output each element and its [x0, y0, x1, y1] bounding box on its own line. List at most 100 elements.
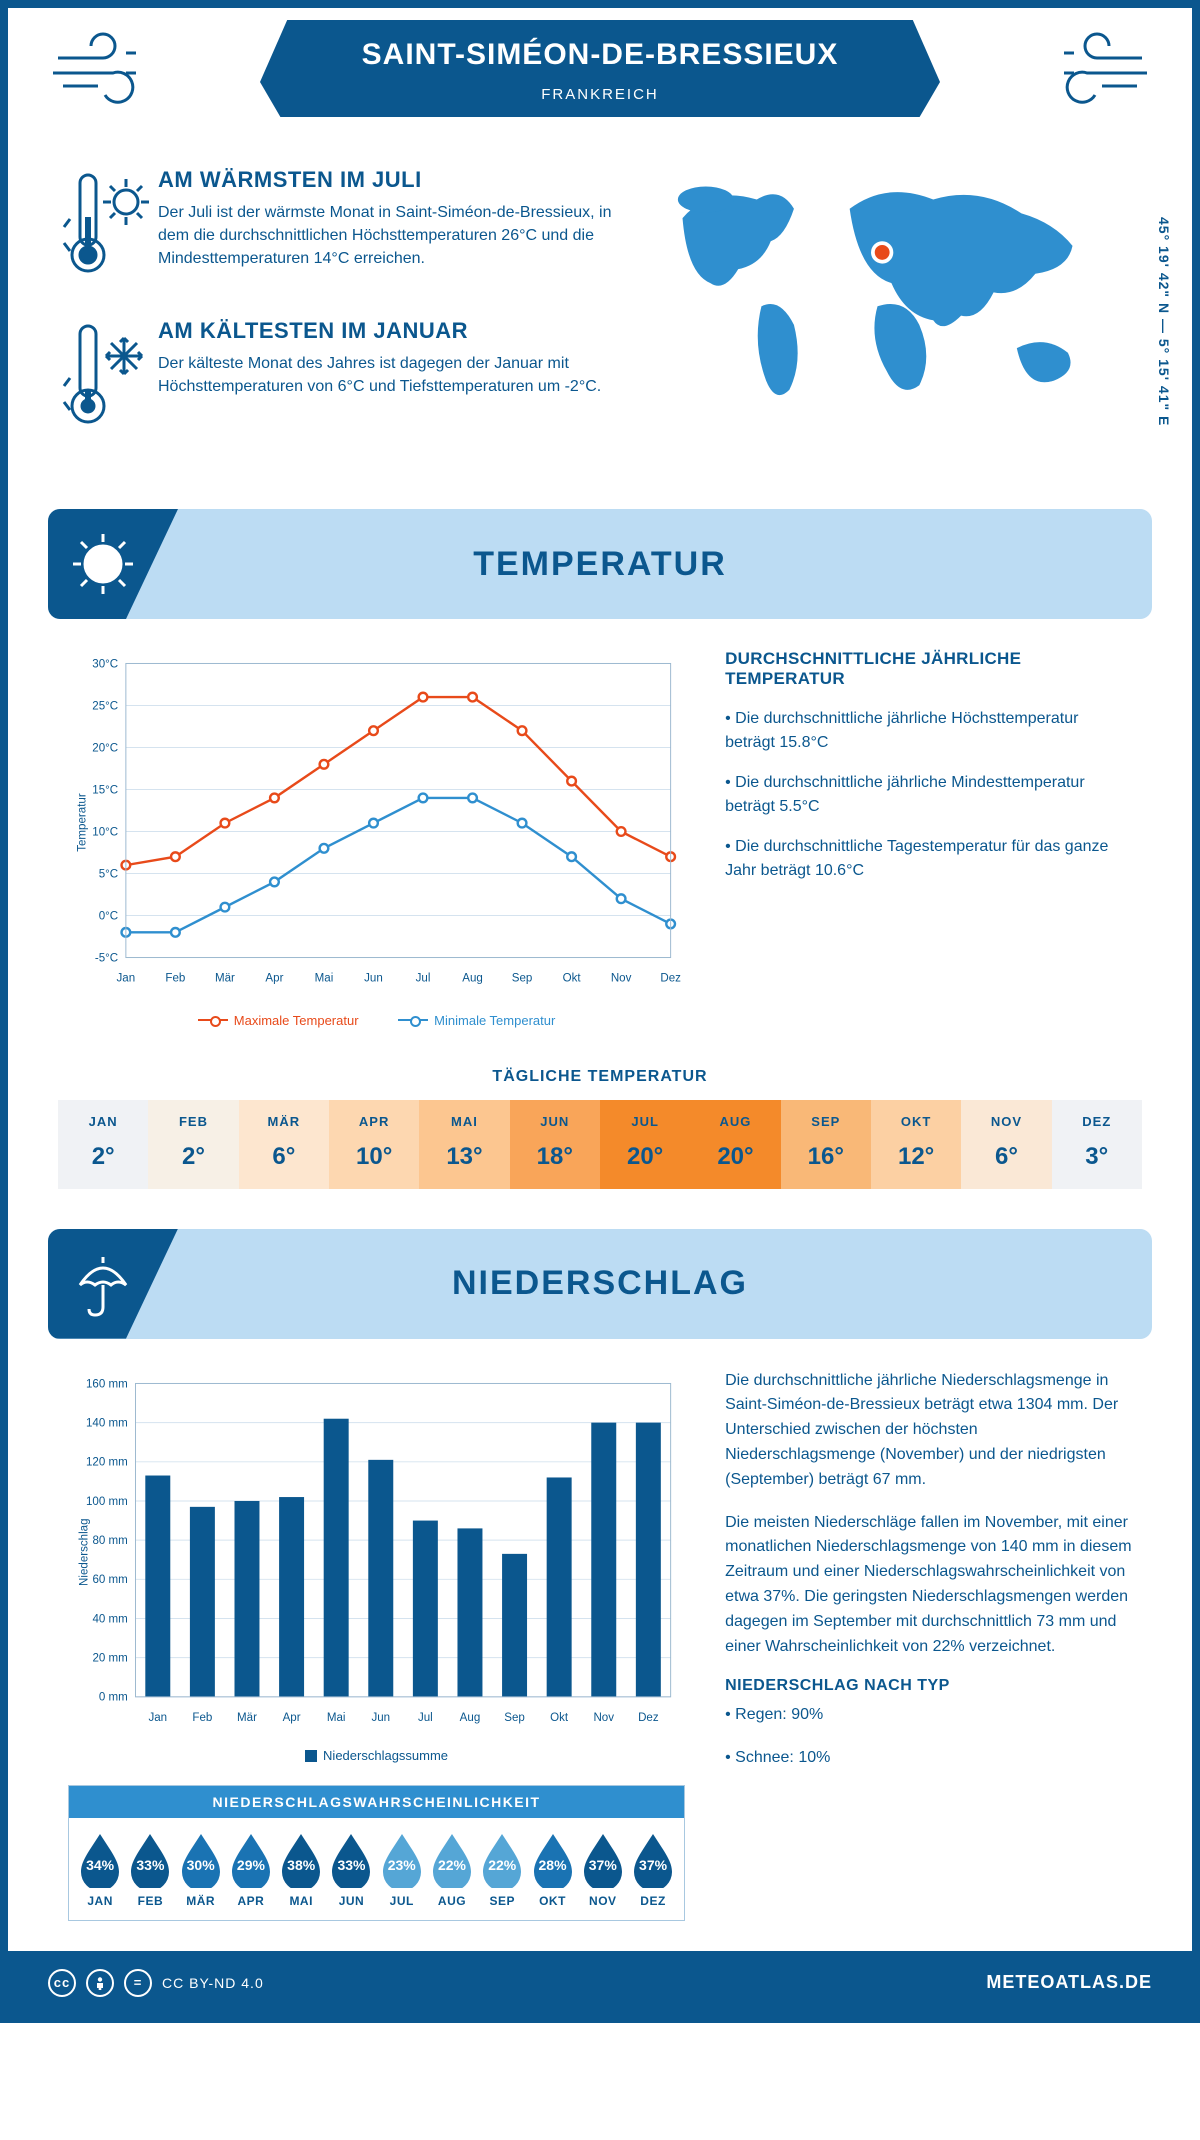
- svg-text:25°C: 25°C: [92, 700, 118, 712]
- daily-cell: NOV6°: [961, 1100, 1051, 1189]
- facts-row: AM WÄRMSTEN IM JULI Der Juli ist der wär…: [8, 157, 1192, 499]
- thermometer-snow-icon: [58, 318, 158, 443]
- svg-text:Okt: Okt: [550, 1712, 569, 1724]
- svg-text:15°C: 15°C: [92, 784, 118, 796]
- prob-cell: 22%AUG: [427, 1832, 477, 1908]
- svg-text:5°C: 5°C: [99, 868, 118, 880]
- wind-icon: [1032, 28, 1152, 113]
- temp-legend: Maximale Temperatur Minimale Temperatur: [68, 1009, 685, 1028]
- svg-text:140 mm: 140 mm: [86, 1417, 128, 1429]
- svg-text:Nov: Nov: [611, 973, 632, 985]
- legend-max: Maximale Temperatur: [234, 1013, 359, 1028]
- daily-cell: OKT12°: [871, 1100, 961, 1189]
- nd-icon: =: [124, 1969, 152, 1997]
- precip-chart: 0 mm20 mm40 mm60 mm80 mm100 mm120 mm140 …: [68, 1369, 685, 1740]
- svg-text:Feb: Feb: [165, 973, 185, 985]
- fact-warm-title: AM WÄRMSTEN IM JULI: [158, 167, 622, 193]
- svg-text:Niederschlag: Niederschlag: [78, 1518, 90, 1585]
- daily-cell: APR10°: [329, 1100, 419, 1189]
- section-title-precip: NIEDERSCHLAG: [452, 1264, 748, 1303]
- precip-type-title: NIEDERSCHLAG NACH TYP: [725, 1677, 1132, 1695]
- daily-cell: MÄR6°: [239, 1100, 329, 1189]
- svg-text:Jan: Jan: [117, 973, 136, 985]
- svg-text:10°C: 10°C: [92, 826, 118, 838]
- svg-text:120 mm: 120 mm: [86, 1456, 128, 1468]
- temp-stat-1: • Die durchschnittliche jährliche Höchst…: [725, 707, 1132, 755]
- daily-title: TÄGLICHE TEMPERATUR: [8, 1068, 1192, 1086]
- svg-text:40 mm: 40 mm: [92, 1613, 127, 1625]
- prob-cell: 23%JUL: [377, 1832, 427, 1908]
- license-block: cc = CC BY-ND 4.0: [48, 1969, 264, 1997]
- svg-text:Temperatur: Temperatur: [76, 793, 88, 852]
- prob-cell: 22%SEP: [477, 1832, 527, 1908]
- wind-icon: [48, 28, 168, 113]
- svg-text:Sep: Sep: [504, 1712, 525, 1724]
- fact-warmest: AM WÄRMSTEN IM JULI Der Juli ist der wär…: [58, 167, 622, 292]
- temp-stat-2: • Die durchschnittliche jährliche Mindes…: [725, 771, 1132, 819]
- prob-cell: 34%JAN: [75, 1832, 125, 1908]
- svg-text:Mär: Mär: [237, 1712, 257, 1724]
- precip-legend: Niederschlagssumme: [68, 1748, 685, 1765]
- precip-type-1: • Regen: 90%: [725, 1703, 1132, 1728]
- umbrella-icon: [48, 1229, 178, 1339]
- precip-para-2: Die meisten Niederschläge fallen im Nove…: [725, 1511, 1132, 1660]
- svg-text:Jun: Jun: [371, 1712, 390, 1724]
- fact-coldest: AM KÄLTESTEN IM JANUAR Der kälteste Mona…: [58, 318, 622, 443]
- svg-text:Jan: Jan: [148, 1712, 167, 1724]
- daily-cell: JUL20°: [600, 1100, 690, 1189]
- daily-cell: FEB2°: [148, 1100, 238, 1189]
- thermometer-sun-icon: [58, 167, 158, 292]
- section-banner-temperature: TEMPERATUR: [48, 509, 1152, 619]
- legend-min: Minimale Temperatur: [434, 1013, 555, 1028]
- svg-text:160 mm: 160 mm: [86, 1378, 128, 1390]
- precip-type-2: • Schnee: 10%: [725, 1746, 1132, 1771]
- temp-stats-title: DURCHSCHNITTLICHE JÄHRLICHE TEMPERATUR: [725, 649, 1132, 689]
- page-title: SAINT-SIMÉON-DE-BRESSIEUX: [270, 38, 930, 72]
- svg-text:Mai: Mai: [327, 1712, 346, 1724]
- prob-title: NIEDERSCHLAGSWAHRSCHEINLICHKEIT: [69, 1786, 684, 1818]
- precip-probability-box: NIEDERSCHLAGSWAHRSCHEINLICHKEIT 34%JAN 3…: [68, 1785, 685, 1921]
- svg-text:20°C: 20°C: [92, 742, 118, 754]
- fact-warm-text: Der Juli ist der wärmste Monat in Saint-…: [158, 201, 622, 271]
- coordinates: 45° 19' 42" N — 5° 15' 41" E: [1156, 217, 1172, 426]
- daily-cell: MAI13°: [419, 1100, 509, 1189]
- svg-text:Apr: Apr: [265, 973, 283, 985]
- svg-text:30°C: 30°C: [92, 658, 118, 670]
- svg-text:0 mm: 0 mm: [99, 1691, 128, 1703]
- daily-cell: JAN2°: [58, 1100, 148, 1189]
- section-title-temp: TEMPERATUR: [473, 545, 727, 584]
- world-map: [622, 167, 1142, 427]
- svg-text:60 mm: 60 mm: [92, 1574, 127, 1586]
- svg-text:Okt: Okt: [563, 973, 582, 985]
- svg-text:0°C: 0°C: [99, 910, 118, 922]
- cc-icon: cc: [48, 1969, 76, 1997]
- prob-cell: 37%NOV: [578, 1832, 628, 1908]
- svg-text:Jun: Jun: [364, 973, 383, 985]
- prob-cell: 28%OKT: [527, 1832, 577, 1908]
- legend-precip: Niederschlagssumme: [323, 1748, 448, 1763]
- prob-cell: 33%FEB: [125, 1832, 175, 1908]
- svg-text:80 mm: 80 mm: [92, 1535, 127, 1547]
- svg-text:Apr: Apr: [283, 1712, 301, 1724]
- section-banner-precip: NIEDERSCHLAG: [48, 1229, 1152, 1339]
- svg-text:Dez: Dez: [638, 1712, 659, 1724]
- svg-text:Dez: Dez: [660, 973, 681, 985]
- prob-cell: 30%MÄR: [176, 1832, 226, 1908]
- svg-text:Mär: Mär: [215, 973, 235, 985]
- svg-text:Nov: Nov: [593, 1712, 614, 1724]
- temp-stats: DURCHSCHNITTLICHE JÄHRLICHE TEMPERATUR •…: [725, 649, 1132, 1028]
- svg-text:Jul: Jul: [418, 1712, 433, 1724]
- daily-cell: AUG20°: [690, 1100, 780, 1189]
- daily-cell: DEZ3°: [1052, 1100, 1142, 1189]
- prob-cell: 33%JUN: [326, 1832, 376, 1908]
- country-label: FRANKREICH: [260, 82, 940, 117]
- daily-cell: JUN18°: [510, 1100, 600, 1189]
- svg-text:Mai: Mai: [315, 973, 334, 985]
- fact-cold-text: Der kälteste Monat des Jahres ist dagege…: [158, 352, 622, 398]
- svg-text:Aug: Aug: [462, 973, 483, 985]
- precip-text: Die durchschnittliche jährliche Niedersc…: [725, 1369, 1132, 1921]
- svg-text:Sep: Sep: [512, 973, 533, 985]
- svg-text:Aug: Aug: [460, 1712, 481, 1724]
- sun-icon: [48, 509, 178, 619]
- map-column: 45° 19' 42" N — 5° 15' 41" E: [622, 167, 1142, 469]
